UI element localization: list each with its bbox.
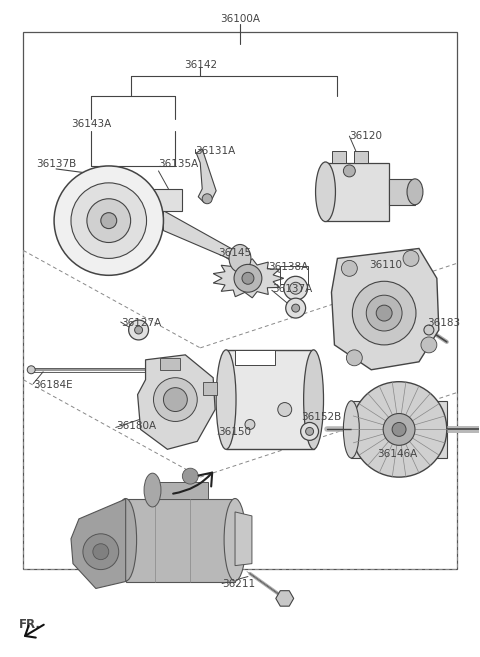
- Text: 36142: 36142: [184, 60, 217, 70]
- Circle shape: [392, 422, 406, 436]
- Polygon shape: [126, 499, 235, 581]
- Polygon shape: [332, 248, 439, 370]
- Circle shape: [383, 413, 415, 445]
- Circle shape: [245, 419, 255, 430]
- Polygon shape: [196, 149, 216, 203]
- Text: 36143A: 36143A: [71, 119, 111, 129]
- Circle shape: [286, 298, 306, 318]
- Circle shape: [83, 533, 119, 570]
- Circle shape: [278, 403, 292, 417]
- Circle shape: [234, 264, 262, 292]
- Circle shape: [376, 305, 392, 321]
- Polygon shape: [155, 189, 182, 211]
- Circle shape: [93, 544, 109, 560]
- Circle shape: [403, 250, 419, 266]
- Ellipse shape: [144, 473, 161, 507]
- Circle shape: [347, 350, 362, 366]
- Circle shape: [366, 295, 402, 331]
- Ellipse shape: [315, 162, 336, 221]
- Circle shape: [300, 422, 319, 440]
- Text: FR.: FR.: [19, 618, 41, 631]
- Circle shape: [202, 194, 212, 204]
- Circle shape: [306, 428, 313, 436]
- Circle shape: [71, 183, 146, 258]
- Circle shape: [242, 273, 254, 284]
- Polygon shape: [389, 179, 415, 205]
- Polygon shape: [351, 401, 447, 458]
- FancyArrowPatch shape: [173, 472, 212, 493]
- Text: 36137A: 36137A: [272, 284, 312, 294]
- Circle shape: [54, 166, 164, 275]
- Text: 36100A: 36100A: [220, 14, 260, 24]
- Text: 36131A: 36131A: [195, 146, 236, 156]
- Polygon shape: [138, 355, 215, 449]
- Ellipse shape: [343, 401, 360, 458]
- Circle shape: [101, 213, 117, 229]
- Ellipse shape: [115, 499, 137, 581]
- Polygon shape: [153, 482, 208, 499]
- Polygon shape: [213, 259, 284, 298]
- Circle shape: [154, 378, 197, 421]
- Polygon shape: [160, 358, 180, 370]
- Text: 36180A: 36180A: [116, 421, 156, 432]
- Circle shape: [421, 337, 437, 353]
- Polygon shape: [226, 350, 313, 449]
- Text: 36183: 36183: [427, 318, 460, 328]
- Text: 36138A: 36138A: [268, 262, 308, 273]
- Ellipse shape: [224, 499, 246, 581]
- Text: 36152B: 36152B: [301, 411, 342, 422]
- Text: 36150: 36150: [218, 428, 251, 438]
- Ellipse shape: [304, 350, 324, 449]
- Text: 36145: 36145: [218, 248, 251, 258]
- Polygon shape: [164, 211, 240, 263]
- Text: 36127A: 36127A: [120, 318, 161, 328]
- Polygon shape: [333, 151, 347, 163]
- Bar: [23, 32, 457, 568]
- Circle shape: [351, 382, 447, 477]
- Circle shape: [290, 283, 301, 294]
- Polygon shape: [203, 382, 217, 395]
- Text: 36137B: 36137B: [36, 159, 76, 169]
- Polygon shape: [325, 163, 389, 221]
- Polygon shape: [235, 350, 275, 365]
- Circle shape: [182, 468, 198, 484]
- Circle shape: [134, 326, 143, 334]
- Ellipse shape: [407, 179, 423, 205]
- Circle shape: [292, 304, 300, 312]
- Circle shape: [164, 388, 187, 411]
- Text: 36184E: 36184E: [33, 380, 73, 390]
- Text: 36211: 36211: [222, 579, 255, 589]
- Text: 36120: 36120: [349, 131, 383, 141]
- Text: 36110: 36110: [369, 260, 402, 271]
- Circle shape: [129, 320, 148, 340]
- Polygon shape: [276, 591, 294, 606]
- Polygon shape: [235, 512, 252, 566]
- Circle shape: [424, 325, 434, 335]
- Text: 36146A: 36146A: [377, 449, 418, 459]
- Text: 36135A: 36135A: [158, 159, 199, 169]
- FancyArrowPatch shape: [25, 625, 44, 637]
- Circle shape: [352, 281, 416, 345]
- Polygon shape: [71, 499, 126, 589]
- Circle shape: [284, 277, 308, 300]
- Ellipse shape: [229, 244, 251, 273]
- Circle shape: [341, 260, 357, 277]
- Circle shape: [87, 199, 131, 242]
- Ellipse shape: [216, 350, 236, 449]
- Polygon shape: [354, 151, 368, 163]
- Circle shape: [27, 366, 35, 374]
- Circle shape: [343, 165, 355, 177]
